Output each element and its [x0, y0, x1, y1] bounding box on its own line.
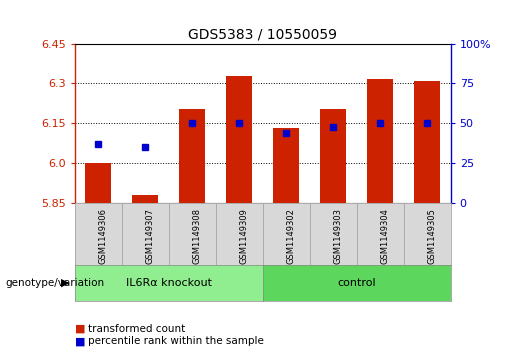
Text: GSM1149305: GSM1149305: [427, 208, 436, 264]
Text: GSM1149306: GSM1149306: [98, 208, 107, 264]
Text: percentile rank within the sample: percentile rank within the sample: [88, 336, 264, 346]
Text: IL6Rα knockout: IL6Rα knockout: [126, 278, 212, 288]
Text: control: control: [337, 278, 376, 288]
Text: GSM1149302: GSM1149302: [286, 208, 295, 264]
Text: ■: ■: [75, 336, 85, 346]
Text: genotype/variation: genotype/variation: [5, 278, 104, 288]
Text: GSM1149308: GSM1149308: [192, 208, 201, 264]
Text: transformed count: transformed count: [88, 323, 185, 334]
Text: GSM1149304: GSM1149304: [380, 208, 389, 264]
Bar: [226, 76, 252, 203]
Text: GSM1149307: GSM1149307: [145, 208, 154, 264]
Text: ■: ■: [75, 323, 85, 334]
Bar: [273, 128, 299, 203]
Bar: [367, 79, 393, 203]
Bar: [132, 195, 158, 203]
Bar: [320, 109, 346, 203]
Text: ▶: ▶: [61, 278, 70, 288]
Text: GSM1149309: GSM1149309: [239, 208, 248, 264]
Title: GDS5383 / 10550059: GDS5383 / 10550059: [188, 27, 337, 41]
Bar: [179, 109, 205, 203]
Bar: [414, 81, 440, 203]
Bar: [85, 163, 111, 203]
Text: GSM1149303: GSM1149303: [333, 208, 342, 264]
